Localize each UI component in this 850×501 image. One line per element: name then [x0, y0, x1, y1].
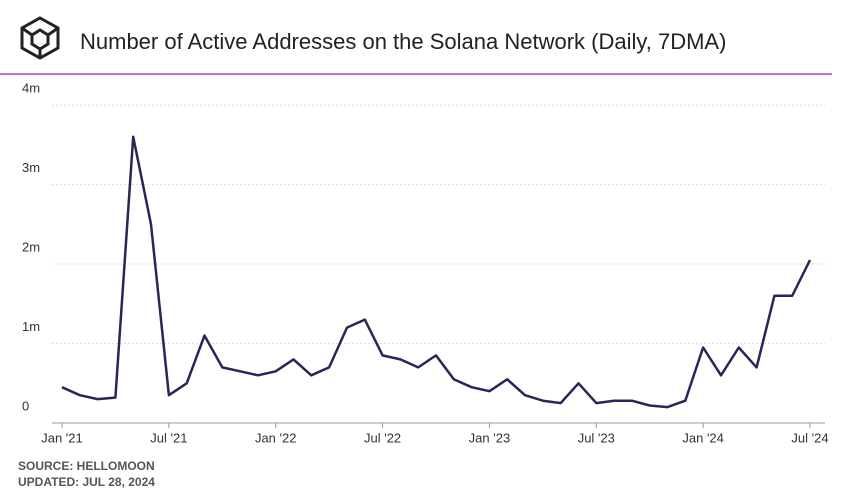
y-tick-label: 0 — [22, 398, 29, 413]
source: SOURCE: HELLOMOON — [18, 459, 155, 473]
y-tick-label: 3m — [22, 160, 40, 175]
updated: UPDATED: JUL 28, 2024 — [18, 475, 155, 489]
data-line — [61, 135, 812, 409]
x-tick-label: Jan '22 — [255, 430, 297, 445]
x-tick-label: Jul '24 — [791, 430, 828, 445]
x-tick-label: Jul '22 — [364, 430, 401, 445]
x-tick-label: Jul '21 — [150, 430, 187, 445]
y-tick-label: 4m — [22, 80, 40, 95]
x-tick-label: Jul '23 — [578, 430, 615, 445]
y-tick-label: 1m — [22, 319, 40, 334]
chart-title: Number of Active Addresses on the Solana… — [80, 29, 726, 54]
x-tick-label: Jan '21 — [41, 430, 83, 445]
logo — [20, 16, 60, 60]
x-tick-label: Jan '24 — [682, 430, 724, 445]
y-tick-label: 2m — [22, 239, 40, 254]
x-tick-label: Jan '23 — [469, 430, 511, 445]
